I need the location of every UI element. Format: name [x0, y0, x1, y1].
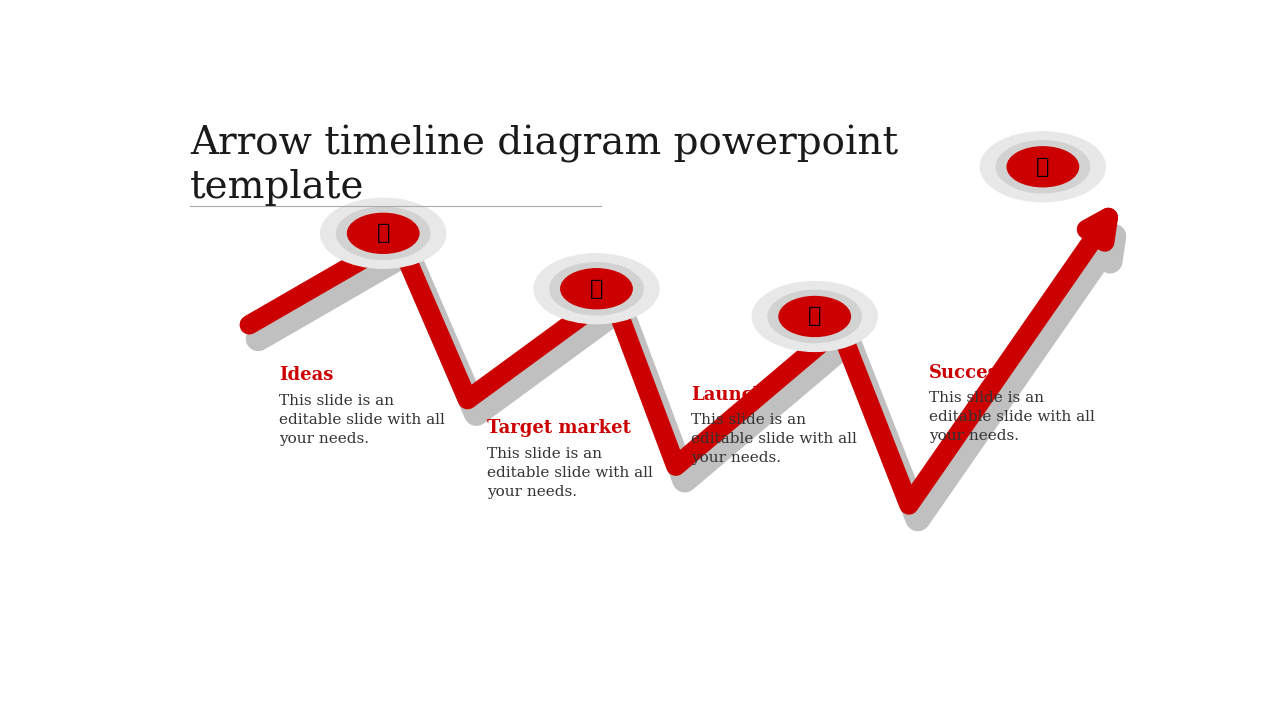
Circle shape [753, 282, 877, 351]
Text: This slide is an
editable slide with all
your needs.: This slide is an editable slide with all… [488, 446, 653, 499]
Circle shape [347, 213, 419, 253]
Circle shape [780, 297, 850, 336]
Text: This slide is an
editable slide with all
your needs.: This slide is an editable slide with all… [279, 394, 445, 446]
Text: 💡: 💡 [376, 223, 390, 243]
Text: Target market: Target market [488, 419, 631, 437]
Circle shape [980, 132, 1106, 202]
Circle shape [534, 254, 659, 324]
Text: Success: Success [929, 364, 1009, 382]
Text: 🏆: 🏆 [1037, 157, 1050, 177]
Text: Ideas: Ideas [279, 366, 333, 384]
Text: Arrow timeline diagram powerpoint
template: Arrow timeline diagram powerpoint templa… [189, 125, 897, 206]
Text: 🎯: 🎯 [590, 279, 603, 299]
Text: Launch: Launch [691, 386, 765, 404]
Text: This slide is an
editable slide with all
your needs.: This slide is an editable slide with all… [929, 391, 1094, 444]
Text: This slide is an
editable slide with all
your needs.: This slide is an editable slide with all… [691, 413, 856, 465]
Circle shape [321, 199, 445, 269]
Circle shape [768, 290, 861, 343]
Circle shape [561, 269, 632, 309]
Text: 🚀: 🚀 [808, 307, 822, 326]
Circle shape [550, 263, 643, 315]
Circle shape [337, 207, 430, 259]
Circle shape [1007, 147, 1079, 186]
Circle shape [996, 140, 1089, 193]
